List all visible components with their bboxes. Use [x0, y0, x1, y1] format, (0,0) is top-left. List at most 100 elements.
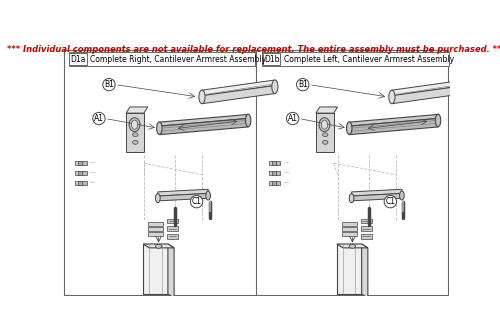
- Text: Complete Right, Cantilever Armrest Assembly: Complete Right, Cantilever Armrest Assem…: [90, 55, 266, 64]
- Ellipse shape: [132, 141, 138, 144]
- Bar: [82, 161, 86, 166]
- Ellipse shape: [132, 120, 138, 129]
- Text: B1: B1: [104, 80, 114, 89]
- Bar: [68, 52, 256, 66]
- Text: A1: A1: [94, 114, 104, 123]
- Ellipse shape: [349, 244, 356, 248]
- Ellipse shape: [206, 191, 210, 200]
- Polygon shape: [362, 244, 368, 298]
- Bar: [268, 181, 274, 185]
- Bar: [361, 226, 372, 231]
- Ellipse shape: [199, 90, 205, 104]
- Polygon shape: [168, 244, 174, 298]
- Polygon shape: [349, 115, 438, 126]
- Circle shape: [296, 79, 309, 91]
- Ellipse shape: [400, 191, 404, 200]
- Ellipse shape: [346, 122, 352, 135]
- Ellipse shape: [272, 80, 278, 94]
- Bar: [342, 227, 357, 231]
- Ellipse shape: [436, 114, 440, 127]
- Bar: [263, 53, 280, 65]
- Bar: [78, 171, 82, 175]
- Bar: [75, 161, 80, 166]
- Polygon shape: [160, 115, 248, 126]
- Polygon shape: [316, 113, 334, 152]
- Polygon shape: [392, 86, 465, 104]
- Polygon shape: [158, 193, 208, 201]
- Ellipse shape: [389, 90, 395, 104]
- Bar: [262, 52, 449, 66]
- Bar: [276, 181, 280, 185]
- Polygon shape: [316, 107, 338, 113]
- Bar: [167, 226, 178, 231]
- Text: C1: C1: [386, 197, 396, 206]
- Bar: [272, 161, 276, 166]
- Text: D1b: D1b: [264, 55, 280, 64]
- Bar: [268, 161, 274, 166]
- Polygon shape: [143, 244, 174, 248]
- Bar: [78, 181, 82, 185]
- Bar: [272, 181, 276, 185]
- Ellipse shape: [349, 193, 354, 202]
- Polygon shape: [349, 119, 438, 135]
- Polygon shape: [126, 107, 148, 113]
- Ellipse shape: [322, 141, 328, 144]
- Bar: [276, 171, 280, 175]
- Polygon shape: [126, 113, 144, 152]
- Bar: [82, 181, 86, 185]
- Bar: [78, 161, 82, 166]
- Polygon shape: [158, 189, 208, 196]
- Polygon shape: [202, 80, 275, 96]
- Ellipse shape: [156, 244, 162, 248]
- Text: Complete Left, Cantilever Armrest Assembly: Complete Left, Cantilever Armrest Assemb…: [284, 55, 454, 64]
- Bar: [272, 171, 276, 175]
- Ellipse shape: [156, 193, 160, 202]
- Bar: [148, 222, 163, 225]
- Ellipse shape: [319, 118, 330, 132]
- Circle shape: [286, 112, 299, 125]
- Text: —: —: [90, 161, 95, 166]
- Circle shape: [384, 195, 396, 208]
- Bar: [148, 232, 163, 236]
- Bar: [337, 244, 361, 294]
- Bar: [276, 161, 280, 166]
- Text: —: —: [90, 171, 95, 176]
- Ellipse shape: [462, 80, 468, 94]
- Bar: [361, 218, 372, 223]
- Text: B1: B1: [298, 80, 308, 89]
- Text: —: —: [284, 181, 289, 186]
- Bar: [268, 171, 274, 175]
- Text: D1a: D1a: [70, 55, 86, 64]
- Text: A1: A1: [288, 114, 298, 123]
- Text: —: —: [284, 161, 289, 166]
- Bar: [361, 234, 372, 239]
- Text: —: —: [284, 171, 289, 176]
- Text: C1: C1: [192, 197, 202, 206]
- Bar: [148, 227, 163, 231]
- Bar: [342, 232, 357, 236]
- Ellipse shape: [129, 118, 140, 132]
- Circle shape: [103, 79, 115, 91]
- Polygon shape: [202, 86, 275, 104]
- Ellipse shape: [132, 133, 138, 137]
- Polygon shape: [352, 189, 402, 196]
- Bar: [82, 171, 86, 175]
- Polygon shape: [392, 80, 465, 96]
- Polygon shape: [337, 244, 368, 248]
- Bar: [75, 181, 80, 185]
- Polygon shape: [160, 119, 248, 135]
- Ellipse shape: [322, 133, 328, 137]
- Bar: [342, 222, 357, 225]
- Ellipse shape: [246, 114, 251, 127]
- Text: *** Individual components are not available for replacement. The entire assembly: *** Individual components are not availa…: [7, 45, 500, 54]
- Bar: [167, 234, 178, 239]
- Bar: [70, 53, 86, 65]
- Bar: [167, 218, 178, 223]
- Circle shape: [190, 195, 203, 208]
- Ellipse shape: [156, 122, 162, 135]
- Text: —: —: [90, 181, 95, 186]
- Bar: [143, 244, 168, 294]
- Bar: [75, 171, 80, 175]
- Polygon shape: [352, 193, 402, 201]
- Ellipse shape: [322, 120, 328, 129]
